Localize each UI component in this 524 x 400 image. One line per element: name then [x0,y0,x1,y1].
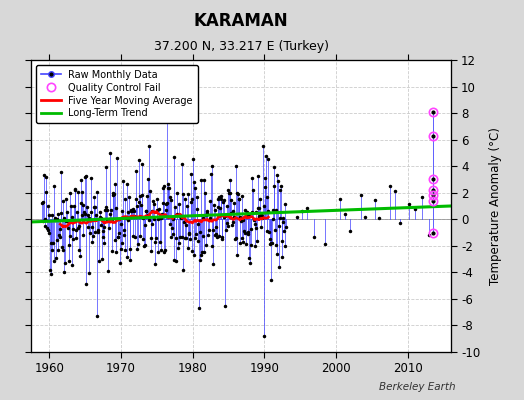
Legend: Raw Monthly Data, Quality Control Fail, Five Year Moving Average, Long-Term Tren: Raw Monthly Data, Quality Control Fail, … [36,65,198,123]
Text: KARAMAN: KARAMAN [194,12,288,30]
Text: 37.200 N, 33.217 E (Turkey): 37.200 N, 33.217 E (Turkey) [154,40,329,53]
Y-axis label: Temperature Anomaly (°C): Temperature Anomaly (°C) [489,127,501,285]
Text: Berkeley Earth: Berkeley Earth [379,382,456,392]
